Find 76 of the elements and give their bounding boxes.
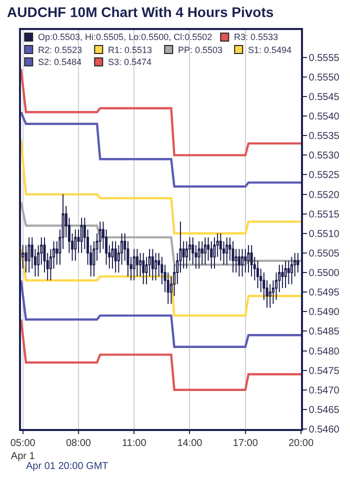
y-tick-label: 0.5460 bbox=[308, 424, 340, 436]
x-tick-label: 08:00 bbox=[66, 438, 92, 449]
legend-label: S1: 0.5494 bbox=[248, 45, 292, 55]
y-tick-label: 0.5480 bbox=[308, 346, 340, 358]
y-tick-label: 0.5515 bbox=[308, 209, 340, 220]
y-tick-label: 0.5525 bbox=[308, 170, 340, 182]
candlestick bbox=[256, 260, 259, 289]
candlestick bbox=[238, 248, 240, 277]
candlestick bbox=[80, 217, 83, 254]
candlestick bbox=[154, 252, 157, 281]
legend-label: S3: 0.5474 bbox=[108, 57, 152, 67]
candlestick bbox=[268, 284, 272, 308]
y-tick-label: 0.5530 bbox=[308, 150, 340, 162]
y-tick-label: 0.5510 bbox=[308, 228, 340, 240]
candlestick bbox=[210, 240, 213, 270]
candlestick bbox=[198, 240, 200, 270]
candlestick bbox=[232, 240, 234, 274]
y-tick-label: 0.5490 bbox=[308, 307, 340, 318]
line-series bbox=[21, 68, 301, 156]
x-tick-label: 11:00 bbox=[122, 438, 147, 449]
y-tick-label: 0.5465 bbox=[308, 404, 340, 416]
y-tick-label: 0.5505 bbox=[308, 248, 340, 260]
x-tick-label: 20:00 bbox=[288, 438, 314, 449]
candlestick bbox=[192, 236, 194, 266]
candlestick bbox=[136, 248, 138, 277]
legend-label: S2: 0.5484 bbox=[38, 57, 82, 67]
candlestick bbox=[74, 229, 77, 262]
candlestick bbox=[241, 248, 244, 277]
text: Apr 01 20:00 GMT bbox=[26, 461, 108, 472]
line-series bbox=[21, 138, 301, 235]
candlestick bbox=[296, 252, 300, 274]
candlestick bbox=[132, 248, 136, 281]
candlestick bbox=[226, 236, 228, 266]
candlestick bbox=[290, 256, 293, 285]
candlestick bbox=[111, 240, 114, 270]
candlestick bbox=[244, 248, 247, 274]
y-tick-label: 0.5500 bbox=[308, 268, 340, 280]
candlestick bbox=[287, 260, 290, 285]
line-series bbox=[21, 318, 301, 391]
candlestick bbox=[213, 236, 216, 270]
x-tick-label: 17:00 bbox=[232, 438, 258, 449]
candlestick bbox=[28, 236, 30, 274]
y-tick-label: 0.5475 bbox=[308, 366, 340, 377]
candlestick bbox=[219, 232, 222, 262]
y-tick-label: 0.5495 bbox=[308, 288, 340, 299]
candlestick bbox=[114, 240, 117, 274]
candlestick bbox=[250, 244, 253, 277]
line-series bbox=[21, 111, 301, 188]
y-tick-label: 0.5545 bbox=[308, 92, 340, 103]
line-series bbox=[21, 201, 301, 266]
candlestick bbox=[284, 260, 287, 289]
y-tick-label: 0.5485 bbox=[308, 326, 340, 338]
y-tick-label: 0.5550 bbox=[308, 72, 340, 84]
line-series bbox=[21, 279, 301, 348]
y-tick-label: 0.5535 bbox=[308, 131, 340, 142]
y-tick-label: 0.5540 bbox=[308, 112, 340, 123]
legend-label: R2: 0.5523 bbox=[38, 45, 82, 55]
candlestick bbox=[185, 240, 188, 270]
legend-label: R3: 0.5533 bbox=[234, 32, 278, 42]
candlestick bbox=[142, 252, 145, 285]
x-tick-label: 14:00 bbox=[177, 438, 203, 449]
candlestick bbox=[200, 240, 204, 266]
candlestick bbox=[22, 244, 24, 270]
y-tick-label: 0.5470 bbox=[308, 385, 340, 396]
candlestick bbox=[204, 236, 206, 266]
legend-label: R1: 0.5513 bbox=[108, 45, 152, 55]
candlestick bbox=[281, 264, 284, 289]
chart-title: AUDCHF 10M Chart With 4 Hours Pivots bbox=[7, 4, 274, 20]
candlestick bbox=[247, 244, 250, 274]
line-series bbox=[21, 248, 301, 317]
legend-label: PP: 0.5503 bbox=[178, 45, 223, 55]
y-tick-label: 0.5555 bbox=[308, 52, 340, 64]
x-tick-label: 05:00 Apr 1 bbox=[10, 438, 36, 462]
candlestick bbox=[151, 248, 154, 281]
y-tick-label: 0.5520 bbox=[308, 190, 340, 201]
legend-label: Op:0.5503, Hi:0.5505, Lo:0.5500, Cl:0.5502 bbox=[38, 32, 212, 42]
